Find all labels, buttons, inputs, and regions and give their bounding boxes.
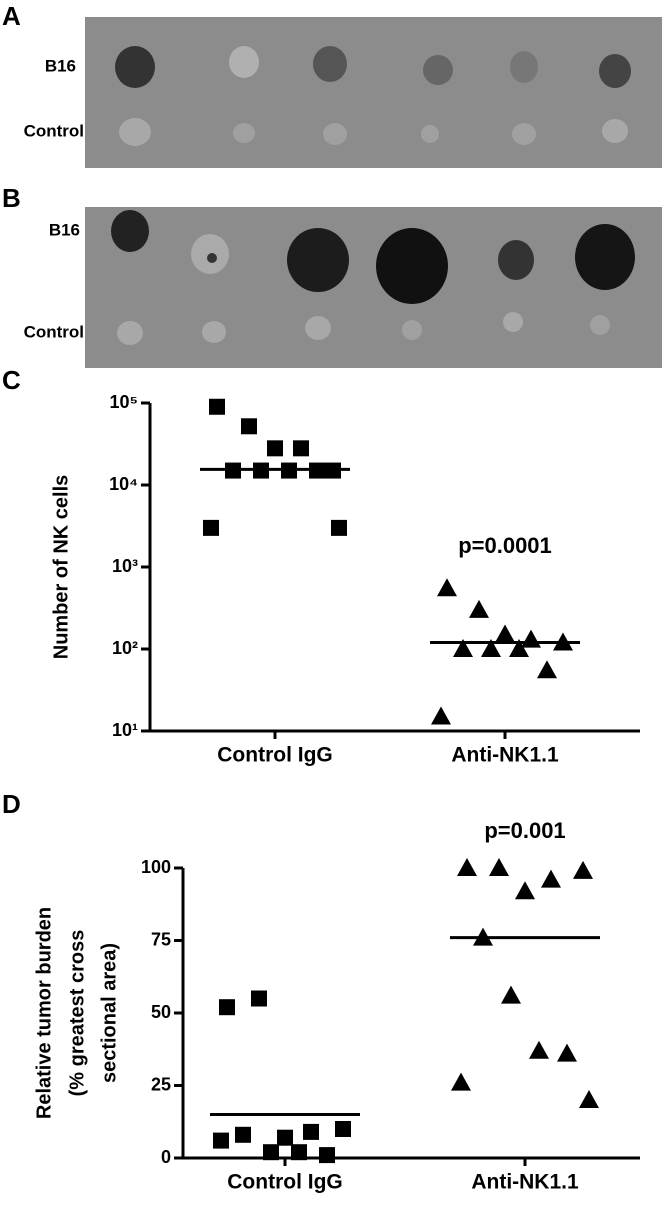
y-tick-label: 10³ — [112, 556, 138, 576]
data-point — [267, 440, 283, 457]
data-point — [293, 440, 309, 457]
row-label: B16 — [45, 56, 76, 75]
y-tick-label: 10⁴ — [109, 474, 138, 494]
data-point — [579, 1090, 599, 1108]
x-tick-label: Control IgG — [217, 744, 332, 767]
y-axis-label: Number of NK cells — [50, 475, 72, 659]
data-point — [303, 1123, 319, 1140]
panel-label: A — [2, 1, 21, 31]
data-point — [437, 578, 457, 597]
data-point — [319, 1147, 335, 1164]
data-point — [509, 639, 529, 657]
x-tick-label: Control IgG — [227, 1171, 342, 1194]
data-point — [451, 1072, 471, 1091]
y-tick-label: 25 — [151, 1074, 171, 1094]
data-point — [209, 398, 225, 415]
data-point — [331, 519, 347, 536]
data-point — [431, 706, 451, 725]
y-tick-label: 75 — [151, 929, 171, 949]
data-point — [537, 660, 557, 679]
y-tick-label: 100 — [141, 857, 171, 877]
data-point — [541, 869, 561, 888]
y-tick-label: 10¹ — [112, 720, 138, 740]
y-tick-label: 50 — [151, 1002, 171, 1022]
photo-b — [85, 207, 662, 368]
data-point — [335, 1121, 351, 1137]
data-point — [251, 990, 267, 1007]
data-point — [291, 1144, 307, 1161]
x-tick-label: Anti-NK1.1 — [471, 1171, 579, 1194]
data-point — [277, 1129, 293, 1146]
panel-label: B — [2, 183, 21, 213]
y-tick-label: 0 — [161, 1147, 171, 1167]
data-point — [457, 858, 477, 876]
data-point — [241, 418, 257, 435]
data-point — [489, 858, 509, 876]
data-point — [481, 639, 501, 657]
data-point — [219, 999, 235, 1016]
panel-label: C — [2, 365, 21, 395]
annotation: p=0.0001 — [458, 533, 552, 558]
data-point — [235, 1126, 251, 1143]
data-point — [529, 1040, 549, 1059]
annotation: p=0.001 — [484, 818, 565, 843]
y-axis-label: Relative tumor burden — [33, 907, 55, 1119]
y-axis-label: sectional area) — [98, 943, 120, 1083]
data-point — [263, 1144, 279, 1161]
data-point — [453, 639, 473, 657]
data-point — [469, 599, 489, 618]
data-point — [573, 860, 593, 879]
row-label: B16 — [49, 220, 80, 239]
row-label: Control — [24, 322, 84, 341]
data-point — [213, 1132, 229, 1149]
panel-label: D — [2, 789, 21, 819]
y-axis-label: (% greatest cross — [66, 930, 88, 1097]
data-point — [515, 881, 535, 900]
photo-a — [85, 17, 662, 168]
x-tick-label: Anti-NK1.1 — [451, 744, 559, 767]
row-label: Control — [24, 121, 84, 140]
data-point — [521, 629, 541, 648]
y-tick-label: 10² — [112, 638, 138, 658]
data-point — [495, 624, 515, 643]
data-point — [557, 1043, 577, 1062]
data-point — [501, 985, 521, 1004]
y-tick-label: 10⁵ — [110, 392, 138, 412]
data-point — [203, 519, 219, 536]
